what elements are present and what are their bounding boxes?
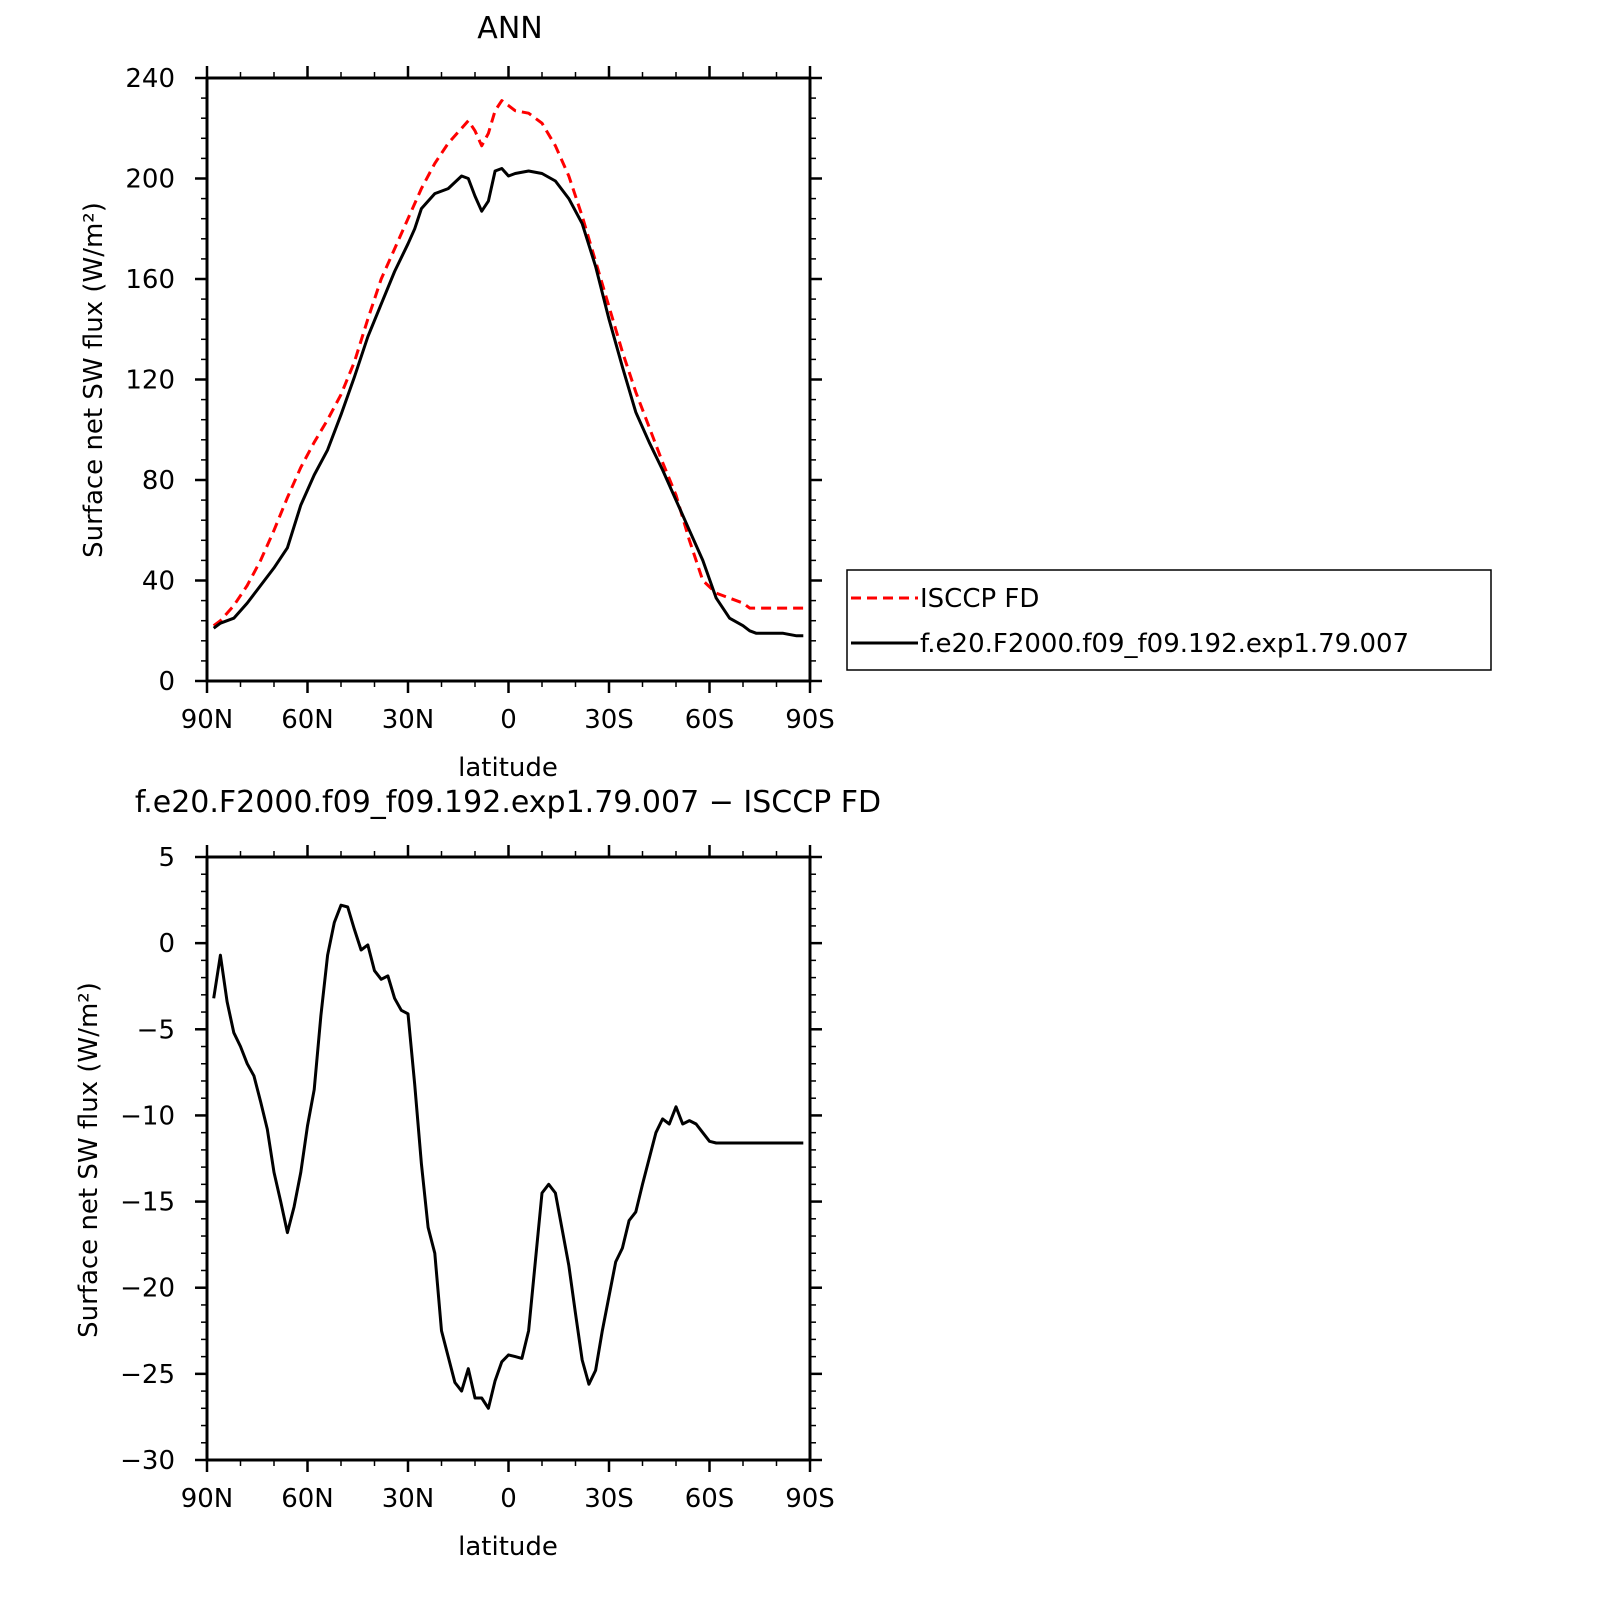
top-y-axis-title: Surface net SW flux (W/m²) xyxy=(79,202,109,558)
bottom-axis-ticks xyxy=(195,845,822,1472)
y-tick-label: −10 xyxy=(120,1101,175,1131)
x-tick-label: 90N xyxy=(181,1484,234,1514)
y-tick-label: 0 xyxy=(158,667,175,697)
x-tick-label: 30S xyxy=(584,705,634,735)
bottom-series-line-0 xyxy=(212,903,804,1410)
y-tick-label: 5 xyxy=(158,843,175,873)
x-tick-label: 90S xyxy=(785,1484,835,1514)
bottom-x-tick-labels: 90N 60N 30N 0 30S 60S 90S xyxy=(181,1484,835,1514)
bottom-plot-frame xyxy=(205,855,812,1462)
top-panel-title: ANN xyxy=(477,11,542,46)
bottom-y-axis-title: Surface net SW flux (W/m²) xyxy=(74,982,104,1338)
top-series-line-1 xyxy=(212,167,804,638)
x-tick-label: 30S xyxy=(584,1484,634,1514)
x-tick-label: 0 xyxy=(500,705,517,735)
bottom-y-tick-labels: −30 −25 −20 −15 −10 −5 0 5 xyxy=(120,843,175,1476)
x-tick-label: 60S xyxy=(685,705,735,735)
y-tick-label: 80 xyxy=(142,466,175,496)
legend-box xyxy=(846,569,1492,671)
x-tick-label: 60N xyxy=(281,705,334,735)
top-x-tick-labels: 90N 60N 30N 0 30S 60S 90S xyxy=(181,705,835,735)
bottom-x-axis-title: latitude xyxy=(458,1532,558,1562)
y-tick-label: 240 xyxy=(125,64,175,94)
y-tick-label: −30 xyxy=(120,1446,175,1476)
top-y-tick-labels: 0 40 80 120 160 200 240 xyxy=(125,64,175,697)
x-tick-label: 30N xyxy=(382,705,435,735)
x-tick-label: 60S xyxy=(685,1484,735,1514)
top-x-axis-title: latitude xyxy=(458,753,558,783)
y-tick-label: 40 xyxy=(142,567,175,597)
x-tick-label: 90N xyxy=(181,705,234,735)
y-tick-label: 200 xyxy=(125,165,175,195)
top-series-line-0 xyxy=(212,99,804,627)
bottom-panel-title: f.e20.F2000.f09_f09.192.exp1.79.007 − IS… xyxy=(135,785,881,820)
y-tick-label: 160 xyxy=(125,265,175,295)
top-axis-ticks xyxy=(195,66,822,693)
y-tick-label: −5 xyxy=(137,1015,175,1045)
bottom-panel: f.e20.F2000.f09_f09.192.exp1.79.007 − IS… xyxy=(74,785,881,1562)
top-series-lines xyxy=(212,99,804,638)
bottom-series-lines xyxy=(212,903,804,1410)
y-tick-label: −25 xyxy=(120,1360,175,1390)
y-tick-label: −20 xyxy=(120,1274,175,1304)
legend-label-model: f.e20.F2000.f09_f09.192.exp1.79.007 xyxy=(920,629,1409,659)
x-tick-label: 60N xyxy=(281,1484,334,1514)
top-plot-frame xyxy=(205,76,812,683)
x-tick-label: 30N xyxy=(382,1484,435,1514)
legend-label-isccp: ISCCP FD xyxy=(920,584,1039,614)
y-tick-label: −15 xyxy=(120,1188,175,1218)
x-tick-label: 90S xyxy=(785,705,835,735)
legend: ISCCP FD f.e20.F2000.f09_f09.192.exp1.79… xyxy=(846,569,1492,671)
y-tick-label: 0 xyxy=(158,929,175,959)
y-tick-label: 120 xyxy=(125,366,175,396)
x-tick-label: 0 xyxy=(500,1484,517,1514)
